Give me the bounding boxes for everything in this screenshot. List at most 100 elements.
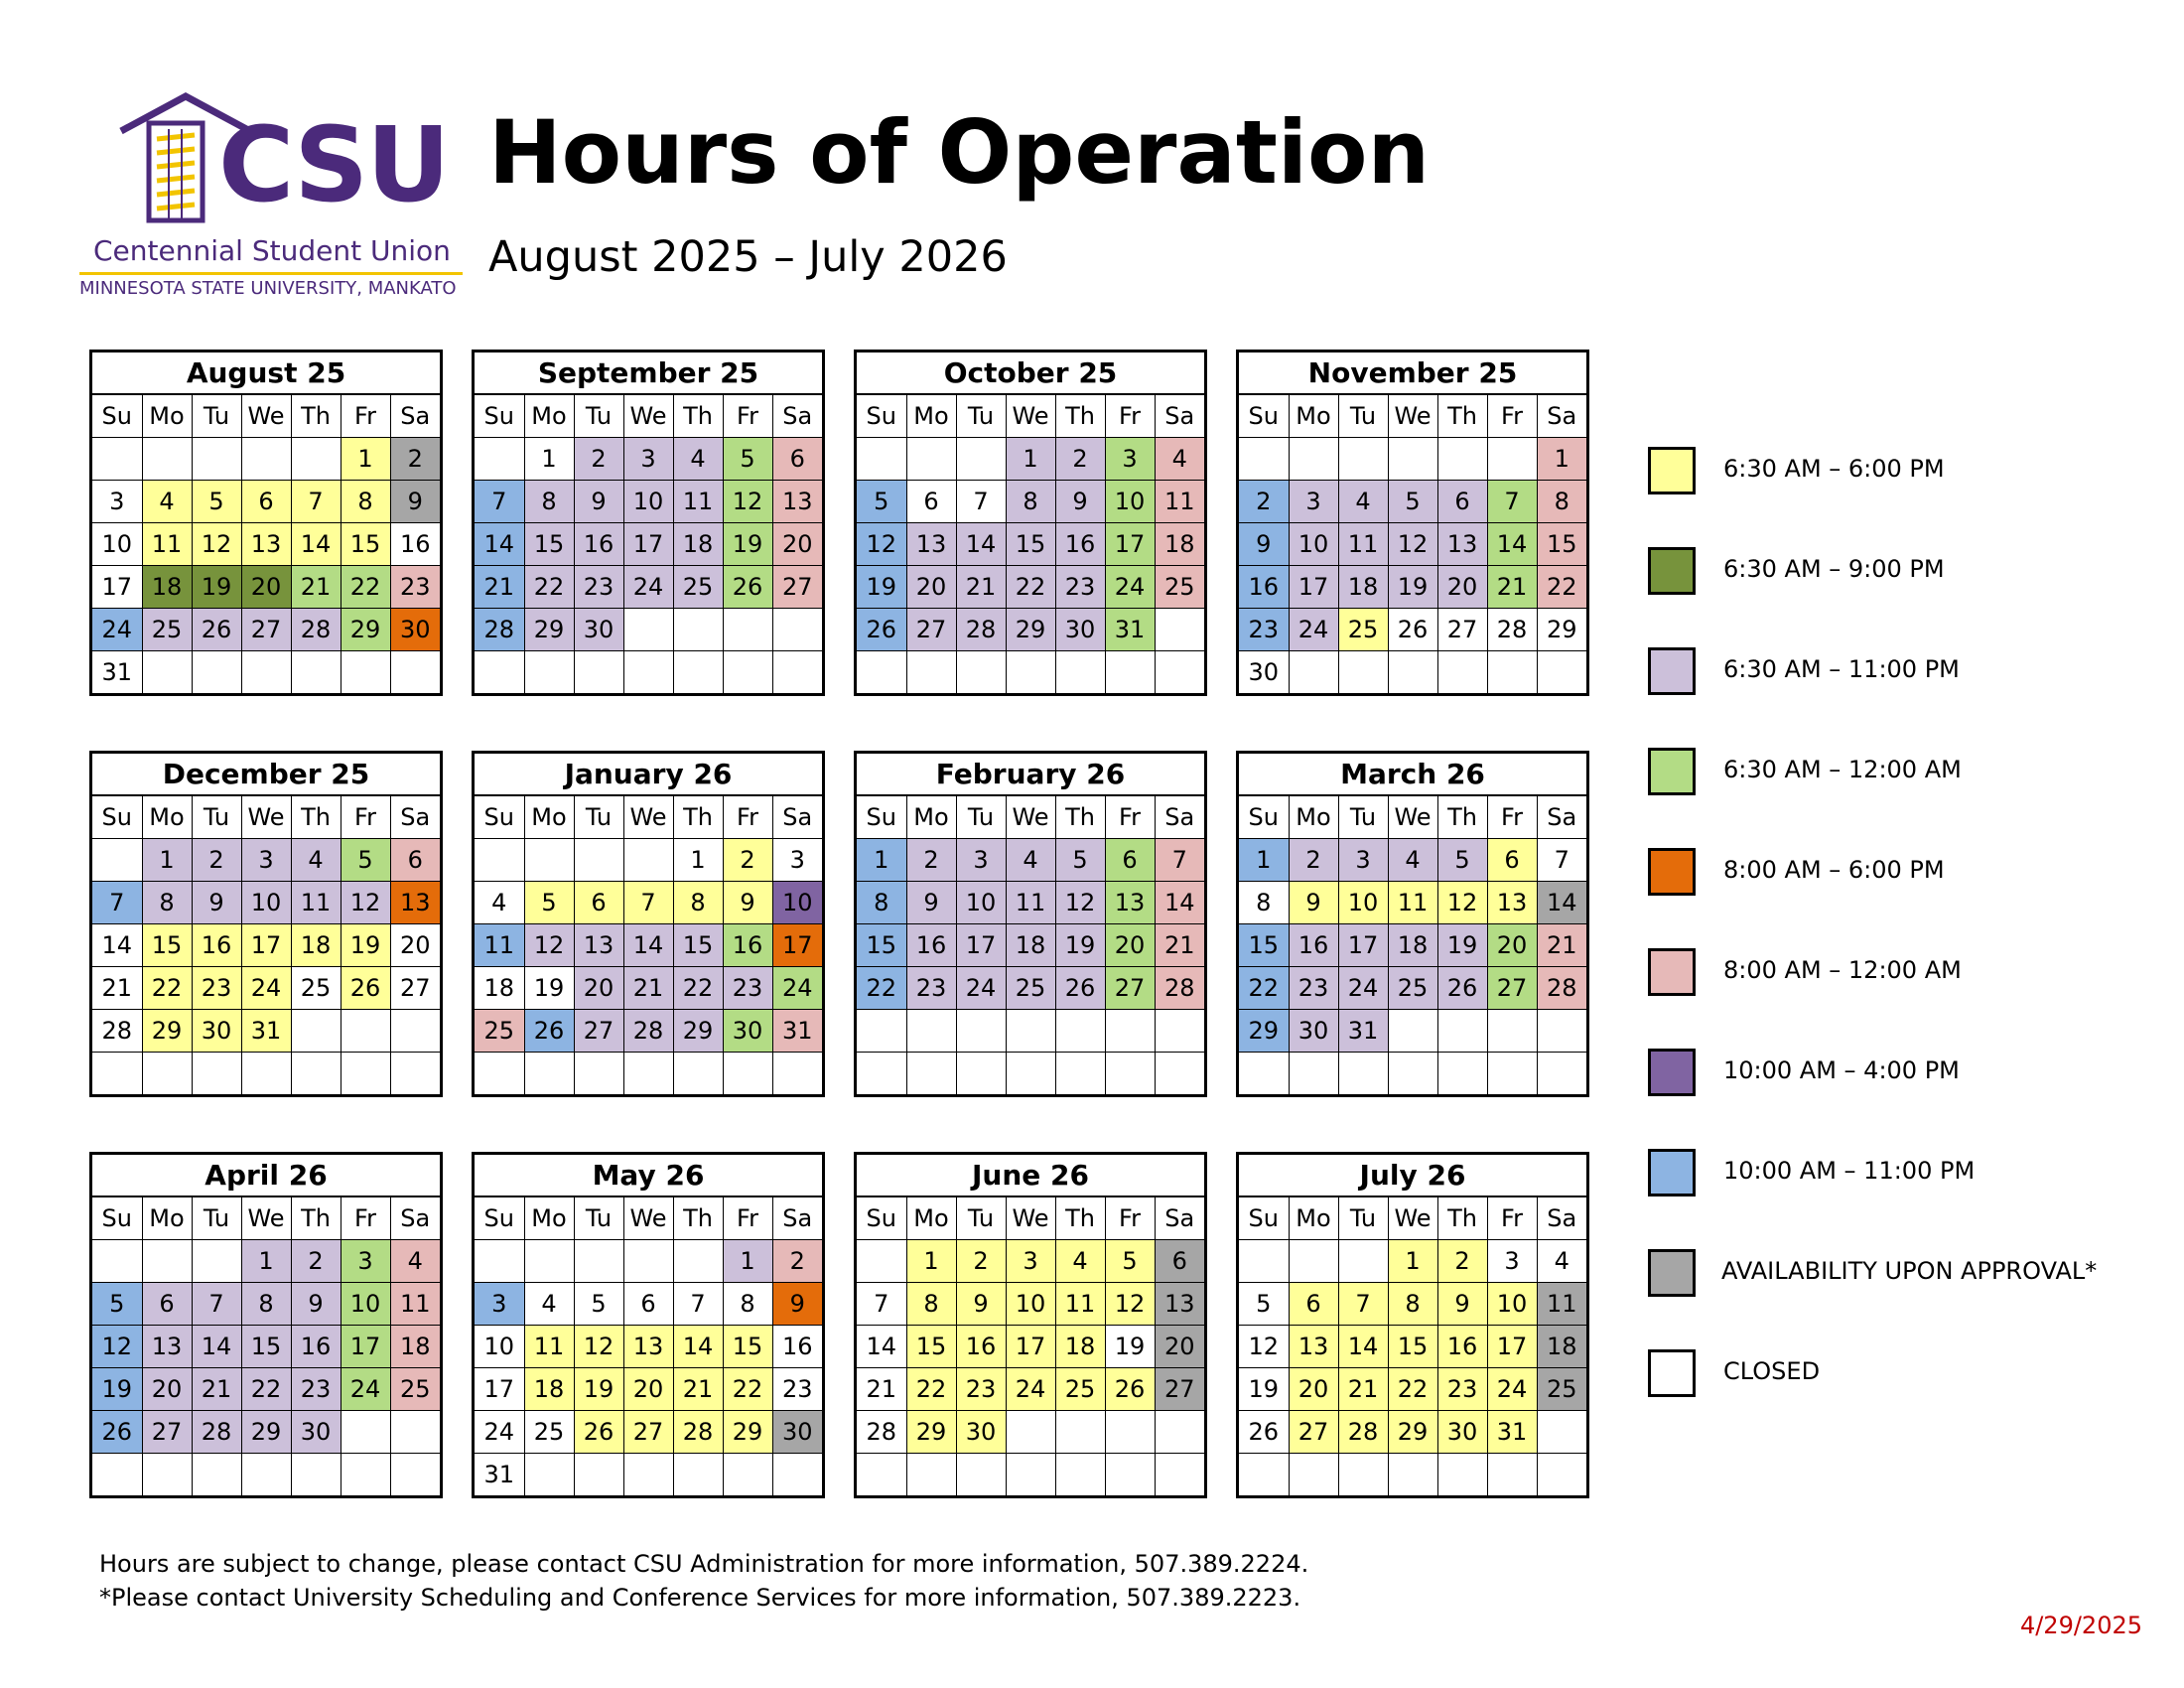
day-cell: 16 — [290, 1325, 341, 1368]
empty-cell — [1288, 1239, 1339, 1283]
weekday-label: Sa — [771, 796, 822, 839]
empty-cell — [672, 1239, 724, 1283]
day-cell: 15 — [240, 1325, 292, 1368]
empty-cell — [1154, 608, 1204, 651]
weekday-label: Su — [475, 796, 525, 839]
month-name: June 26 — [857, 1155, 1204, 1197]
day-cell: 19 — [1387, 565, 1438, 609]
day-cell: 29 — [905, 1410, 957, 1454]
day-cell: 6 — [905, 480, 957, 523]
day-cell: 18 — [1337, 565, 1389, 609]
empty-cell — [622, 608, 674, 651]
day-cell: 10 — [340, 1282, 391, 1326]
day-cell: 22 — [722, 1367, 773, 1411]
day-cell: 22 — [1239, 966, 1290, 1010]
day-cell: 12 — [191, 522, 242, 566]
legend-swatch — [1648, 1349, 1696, 1397]
day-cell: 25 — [1005, 966, 1056, 1010]
weekday-label: Mo — [523, 1197, 575, 1240]
day-cell: 22 — [340, 565, 391, 609]
day-cell: 5 — [1387, 480, 1438, 523]
day-cell: 27 — [141, 1410, 193, 1454]
day-cell: 12 — [722, 480, 773, 523]
empty-cell — [857, 1239, 907, 1283]
day-cell: 8 — [1387, 1282, 1438, 1326]
empty-cell — [1486, 650, 1538, 693]
weekday-label: Su — [857, 796, 907, 839]
month-calendar: July 26 Su Mo Tu We Th Fr Sa 1 2 3 4 5 6 7 8 9 10 11 12 13 14… — [1236, 1152, 1589, 1498]
month-name: August 25 — [92, 352, 440, 395]
empty-cell — [1104, 1453, 1156, 1495]
empty-cell — [955, 1052, 1007, 1094]
weekday-label: Fr — [722, 395, 773, 438]
day-cell: 5 — [1239, 1282, 1290, 1326]
day-cell: 24 — [475, 1410, 525, 1454]
empty-cell — [290, 1453, 341, 1495]
day-cell: 10 — [955, 881, 1007, 924]
empty-cell — [955, 1009, 1007, 1053]
day-cell: 29 — [1387, 1410, 1438, 1454]
day-cell: 27 — [240, 608, 292, 651]
day-cell: 16 — [1436, 1325, 1488, 1368]
day-cell: 28 — [475, 608, 525, 651]
day-cell: 4 — [1337, 480, 1389, 523]
empty-cell — [573, 1453, 624, 1495]
day-cell: 15 — [141, 923, 193, 967]
day-cell: 18 — [141, 565, 193, 609]
day-cell: 24 — [1288, 608, 1339, 651]
day-cell: 18 — [1387, 923, 1438, 967]
legend-label: 6:30 AM – 9:00 PM — [1723, 555, 1945, 583]
day-cell: 24 — [1104, 565, 1156, 609]
empty-cell — [1005, 1052, 1056, 1094]
day-cell: 21 — [622, 966, 674, 1010]
day-cell: 14 — [191, 1325, 242, 1368]
day-cell: 10 — [1337, 881, 1389, 924]
empty-cell — [340, 1410, 391, 1454]
weekday-label: Th — [1054, 796, 1106, 839]
day-cell: 25 — [523, 1410, 575, 1454]
legend-item: CLOSED — [1648, 1349, 2164, 1409]
day-cell: 20 — [771, 522, 822, 566]
empty-cell — [1536, 1052, 1586, 1094]
day-cell: 14 — [622, 923, 674, 967]
day-cell: 27 — [1104, 966, 1156, 1010]
day-cell: 26 — [1387, 608, 1438, 651]
day-cell: 16 — [1288, 923, 1339, 967]
weekday-label: Fr — [1486, 1197, 1538, 1240]
day-cell: 29 — [1005, 608, 1056, 651]
weekday-label: We — [1387, 395, 1438, 438]
day-cell: 6 — [389, 838, 440, 882]
day-cell: 11 — [1387, 881, 1438, 924]
day-cell: 19 — [1239, 1367, 1290, 1411]
day-cell: 25 — [475, 1009, 525, 1053]
day-cell: 14 — [1536, 881, 1586, 924]
month-name: May 26 — [475, 1155, 822, 1197]
day-cell: 8 — [722, 1282, 773, 1326]
weekday-label: Tu — [955, 1197, 1007, 1240]
weekday-label: Su — [475, 1197, 525, 1240]
empty-cell — [141, 650, 193, 693]
weekday-label: Sa — [1536, 796, 1586, 839]
day-cell: 27 — [905, 608, 957, 651]
day-cell: 20 — [905, 565, 957, 609]
empty-cell — [1536, 650, 1586, 693]
day-cell: 21 — [1486, 565, 1538, 609]
day-cell: 19 — [92, 1367, 143, 1411]
day-cell: 3 — [1486, 1239, 1538, 1283]
day-cell: 26 — [857, 608, 907, 651]
empty-cell — [857, 1052, 907, 1094]
day-cell: 2 — [955, 1239, 1007, 1283]
day-cell: 7 — [290, 480, 341, 523]
empty-cell — [622, 1052, 674, 1094]
day-cell: 19 — [1104, 1325, 1156, 1368]
day-cell: 28 — [672, 1410, 724, 1454]
day-cell: 25 — [389, 1367, 440, 1411]
empty-cell — [1536, 1453, 1586, 1495]
day-cell: 10 — [1005, 1282, 1056, 1326]
footnote-contact-scheduling: *Please contact University Scheduling an… — [99, 1584, 1301, 1612]
day-cell: 31 — [240, 1009, 292, 1053]
day-cell: 1 — [141, 838, 193, 882]
day-cell: 23 — [290, 1367, 341, 1411]
empty-cell — [1436, 650, 1488, 693]
day-cell: 1 — [1005, 437, 1056, 481]
